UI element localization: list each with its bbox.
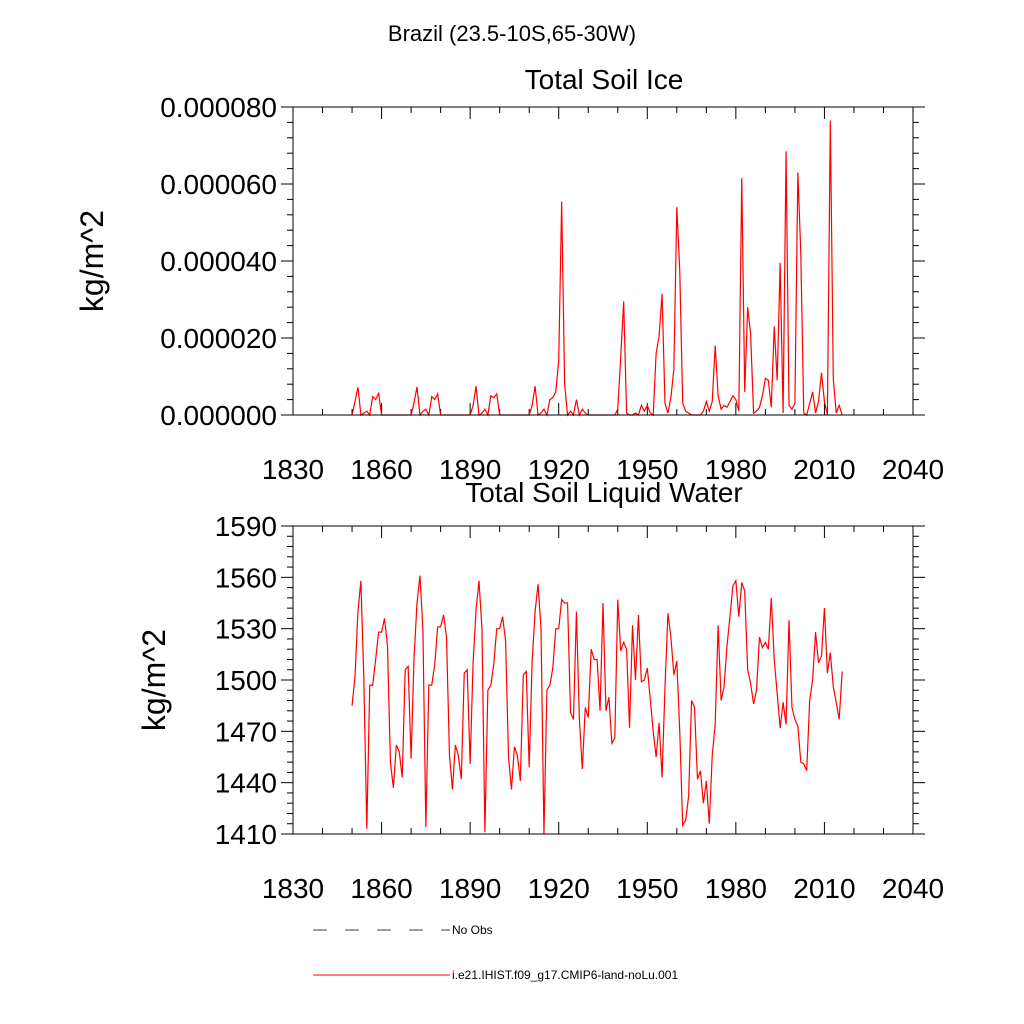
- soil-ice-xtick-label: 1920: [528, 454, 590, 485]
- soil-ice-xtick-label: 2040: [882, 454, 944, 485]
- soil-liquid-ytick-label: 1440: [215, 768, 277, 799]
- soil-ice-xtick-labels: 1830 1860 1890 1920 1950 1980 2010 2040: [262, 454, 944, 485]
- soil-liquid-ticks: [281, 525, 925, 835]
- soil-liquid-xtick-labels: 1830 1860 1890 1920 1950 1980 2010 2040: [262, 873, 944, 904]
- legend-model-label: i.e21.IHIST.f09_g17.CMIP6-land-noLu.001: [452, 968, 678, 982]
- soil-ice-plot-frame: [292, 106, 914, 416]
- legend: No Obs i.e21.IHIST.f09_g17.CMIP6-land-no…: [313, 923, 678, 982]
- figure-title: Brazil (23.5-10S,65-30W): [388, 21, 636, 46]
- legend-no-obs-label: No Obs: [452, 923, 493, 937]
- soil-liquid-xtick-label: 1920: [528, 873, 590, 904]
- soil-ice-xtick-label: 2010: [793, 454, 855, 485]
- soil-ice-xtick-label: 1890: [439, 454, 501, 485]
- soil-liquid-xtick-label: 2010: [793, 873, 855, 904]
- soil-ice-ytick-labels: 0.000000 0.000020 0.000040 0.000060 0.000080: [160, 92, 277, 431]
- soil-liquid-xtick-label: 2040: [882, 873, 944, 904]
- soil-ice-title: Total Soil Ice: [525, 64, 684, 95]
- soil-ice-ylabel: kg/m^2: [74, 210, 110, 312]
- panel-soil-ice: Total Soil Ice kg/m^2 0.0000000.0000200.…: [74, 64, 944, 485]
- soil-liquid-series-line: [351, 575, 843, 835]
- soil-liquid-ytick-label: 1530: [215, 614, 277, 645]
- soil-liquid-plot-frame: [292, 525, 914, 835]
- soil-liquid-ytick-label: 1410: [215, 819, 277, 850]
- soil-liquid-xtick-label: 1950: [616, 873, 678, 904]
- panel-soil-liquid-water: Total Soil Liquid Water kg/m^2 141014401…: [136, 477, 944, 904]
- soil-liquid-xtick-label: 1860: [350, 873, 412, 904]
- soil-liquid-title: Total Soil Liquid Water: [465, 477, 743, 508]
- soil-liquid-ytick-label: 1590: [215, 511, 277, 542]
- soil-ice-xtick-label: 1980: [705, 454, 767, 485]
- soil-ice-series-line: [351, 120, 843, 417]
- soil-ice-ytick-label: 0.000000: [160, 400, 277, 431]
- soil-ice-ytick-label: 0.000060: [160, 169, 277, 200]
- soil-liquid-ytick-label: 1500: [215, 665, 277, 696]
- soil-ice-ytick-label: 0.000040: [160, 246, 277, 277]
- soil-liquid-ytick-label: 1470: [215, 716, 277, 747]
- soil-liquid-xtick-label: 1830: [262, 873, 324, 904]
- soil-liquid-xtick-label: 1980: [705, 873, 767, 904]
- soil-ice-xtick-label: 1830: [262, 454, 324, 485]
- soil-ice-ytick-label: 0.000020: [160, 323, 277, 354]
- soil-liquid-ytick-label: 1560: [215, 562, 277, 593]
- soil-liquid-ylabel: kg/m^2: [136, 629, 172, 731]
- soil-ice-xtick-label: 1860: [350, 454, 412, 485]
- soil-ice-xtick-label: 1950: [616, 454, 678, 485]
- soil-liquid-ytick-labels: 1410 1440 1470 1500 1530 1560 1590: [215, 511, 277, 850]
- soil-liquid-xtick-label: 1890: [439, 873, 501, 904]
- soil-ice-ytick-label: 0.000080: [160, 92, 277, 123]
